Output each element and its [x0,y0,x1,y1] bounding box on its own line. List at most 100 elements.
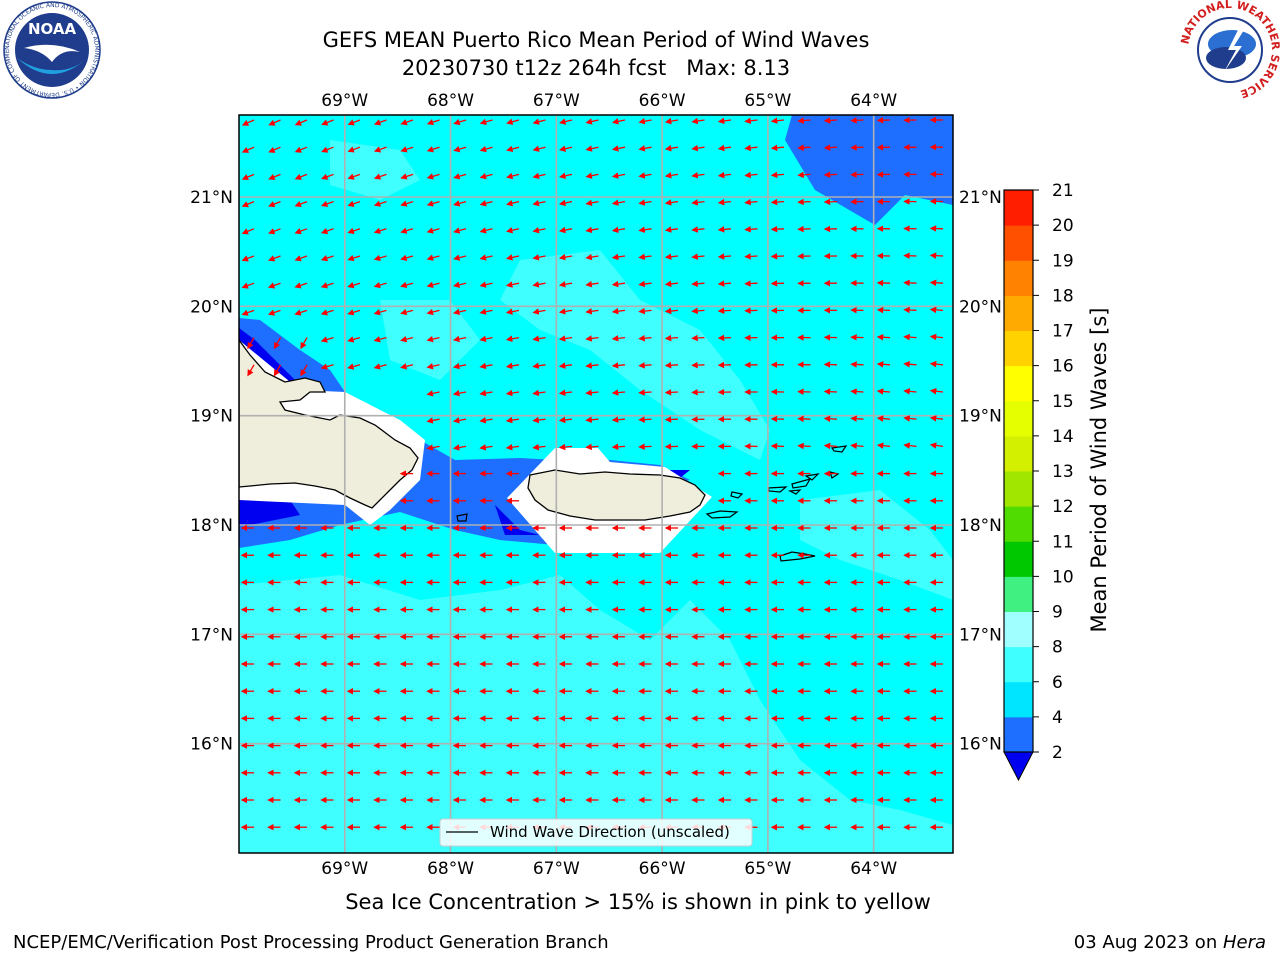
lat-tick-label: 18°N [959,516,1002,536]
wave-direction-arrow [638,172,652,179]
wave-direction-arrow [903,442,917,449]
wave-direction-arrow [611,335,626,342]
wave-direction-arrow [532,172,546,180]
wave-direction-arrow [347,363,361,370]
map-legend: Wind Wave Direction (unscaled) [439,818,753,847]
wave-direction-arrow [797,171,811,179]
wave-direction-arrow [268,119,281,126]
wave-direction-arrow [929,252,944,259]
wave-direction-arrow [691,226,705,233]
wave-direction-arrow [320,282,334,289]
wave-direction-arrow [770,171,785,179]
wave-direction-arrow [453,118,467,126]
wave-direction-arrow [532,254,546,261]
wave-direction-arrow [452,417,467,424]
wave-direction-arrow [479,417,493,424]
wave-direction-arrow [532,145,546,152]
wave-period-contour-2-4 [785,115,953,225]
footer-credit: NCEP/EMC/Verification Post Processing Pr… [13,932,609,953]
wave-direction-arrow [426,200,440,207]
colorbar-segment [1004,681,1033,718]
wave-direction-arrow [903,388,917,395]
wave-direction-arrow [479,389,493,397]
lat-tick-label: 18°N [190,516,233,536]
wave-direction-arrow [294,200,308,208]
wave-direction-arrow [876,306,891,314]
lat-tick-label: 17°N [190,625,233,645]
wave-direction-arrow [876,333,891,341]
lat-tick-label: 19°N [959,407,1002,427]
wave-direction-arrow [426,254,440,261]
wave-direction-arrow [691,280,705,287]
hispaniola-coastline [239,338,419,509]
colorbar-tick-label: 20 [1052,216,1074,236]
wave-direction-arrow [452,390,467,397]
wave-direction-arrow [664,307,679,315]
wave-direction-arrow [241,228,255,235]
wave-direction-arrow [585,226,599,234]
wave-direction-arrow [506,227,520,234]
wave-direction-arrow [452,444,467,451]
wave-direction-arrow [347,282,361,289]
wave-direction-arrow [929,279,944,286]
virgin-islands-coastline [767,445,848,495]
lat-tick-label: 16°N [190,735,233,755]
wave-direction-arrow [770,225,785,233]
wave-direction-arrow [823,144,838,151]
wave-direction-arrow [823,442,838,450]
wave-direction-arrow [611,145,626,152]
wave-direction-arrow [611,226,626,234]
wave-direction-arrow [903,333,917,341]
wave-direction-arrow [505,335,520,342]
wave-direction-arrow [479,335,493,343]
wave-direction-arrow [347,227,361,234]
wave-direction-arrow [532,416,546,424]
wave-direction-arrow [241,200,255,208]
wave-direction-arrow [638,145,652,152]
wave-direction-arrow [506,118,520,125]
wave-direction-arrow [876,388,891,395]
wave-direction-arrow [850,361,864,368]
colorbar-tick-label: 8 [1052,638,1063,658]
wave-direction-arrow [247,364,255,377]
wave-direction-arrow [744,171,758,179]
wave-direction-arrow [903,306,917,314]
wave-direction-arrow [373,146,387,153]
colorbar-tick-label: 16 [1052,357,1074,377]
wave-direction-arrow [638,416,652,423]
wave-direction-arrow [479,172,493,180]
wave-period-contour-6-8 [239,575,953,853]
wave-direction-arrow [717,226,732,233]
colorbar-segment [1004,716,1033,753]
wave-direction-arrow [559,145,573,152]
colorbar-tick-label: 9 [1052,603,1063,623]
wave-direction-arrow [770,198,785,206]
wave-direction-arrow [532,281,546,288]
wave-direction-arrow [453,308,467,316]
wave-direction-arrow [320,309,334,316]
wave-direction-arrow [664,361,679,369]
wave-direction-arrow [506,172,520,180]
wave-direction-arrow [300,337,308,350]
wave-direction-arrow [426,173,440,180]
colorbar-tick-label: 6 [1052,673,1063,693]
wave-direction-arrow [294,282,308,289]
wave-direction-arrow [268,228,281,235]
wave-direction-arrow [267,282,281,289]
wave-direction-arrow [247,337,255,350]
wave-direction-arrow [426,281,440,288]
wave-direction-arrow [770,253,785,260]
wave-direction-arrow [611,443,626,451]
colorbar-tick-label: 4 [1052,708,1063,728]
wave-direction-arrow [664,334,679,342]
footer-date-text: 03 Aug 2023 on [1073,932,1223,953]
wave-direction-arrow [321,173,334,180]
lon-tick-label: 64°W [850,859,897,879]
wave-direction-arrow [638,443,652,450]
wave-direction-arrow [373,363,387,370]
wave-direction-arrow [638,118,652,125]
wave-direction-arrow [876,442,891,449]
mona-island-coastline [456,513,468,522]
wave-direction-arrow [929,442,944,449]
wave-direction-arrow [400,336,414,343]
